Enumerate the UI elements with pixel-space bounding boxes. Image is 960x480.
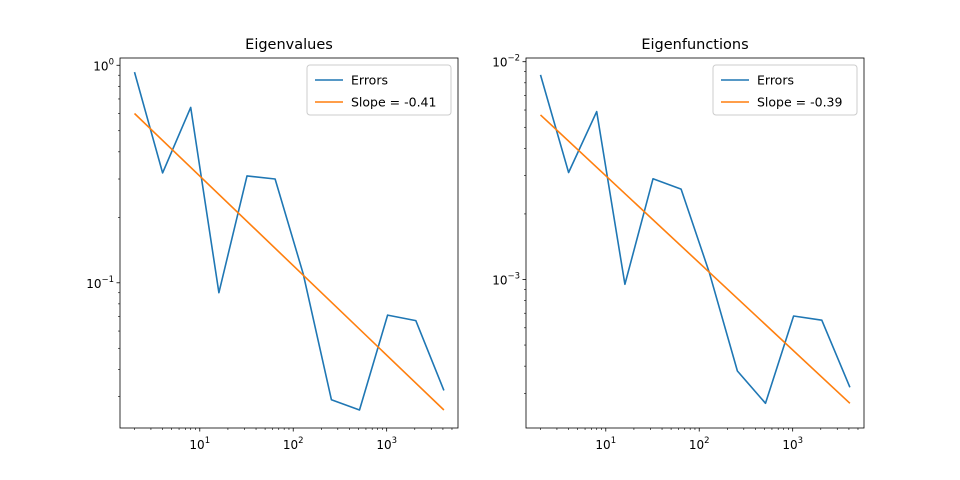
axes-frame [119,57,459,429]
x-tick-label: 102 [283,436,304,452]
chart-title: Eigenvalues [245,37,333,53]
series-line-1 [539,74,851,405]
chart-1: Eigenvalues 101 102 103 100 10−1 Errors Slope =… [86,37,459,452]
y-tick-label: 10−3 [492,271,520,287]
y-tick-label: 10−1 [86,275,114,291]
legend-label: Errors [757,73,794,88]
legend: Errors Slope = -0.39 [712,64,858,116]
legend: Errors Slope = -0.41 [306,64,452,116]
chart-2: Eigenfunctions 101 102 103 10−2 10−3 Errors Slo… [492,37,865,452]
legend-label: Errors [351,73,388,88]
x-tick-label: 101 [189,436,210,452]
x-tick-label: 102 [689,436,710,452]
legend-label: Slope = -0.41 [351,95,436,110]
axes-frame [525,57,865,429]
series-line-2 [539,114,851,404]
series-line-2 [133,112,445,411]
x-tick-label: 101 [595,436,616,452]
series-line-1 [133,71,445,411]
x-tick-label: 103 [782,436,803,452]
chart-title: Eigenfunctions [641,37,748,53]
y-tick-label: 10−2 [492,54,520,70]
legend-label: Slope = -0.39 [757,95,842,110]
y-tick-label: 100 [93,57,114,73]
x-tick-label: 103 [376,436,397,452]
